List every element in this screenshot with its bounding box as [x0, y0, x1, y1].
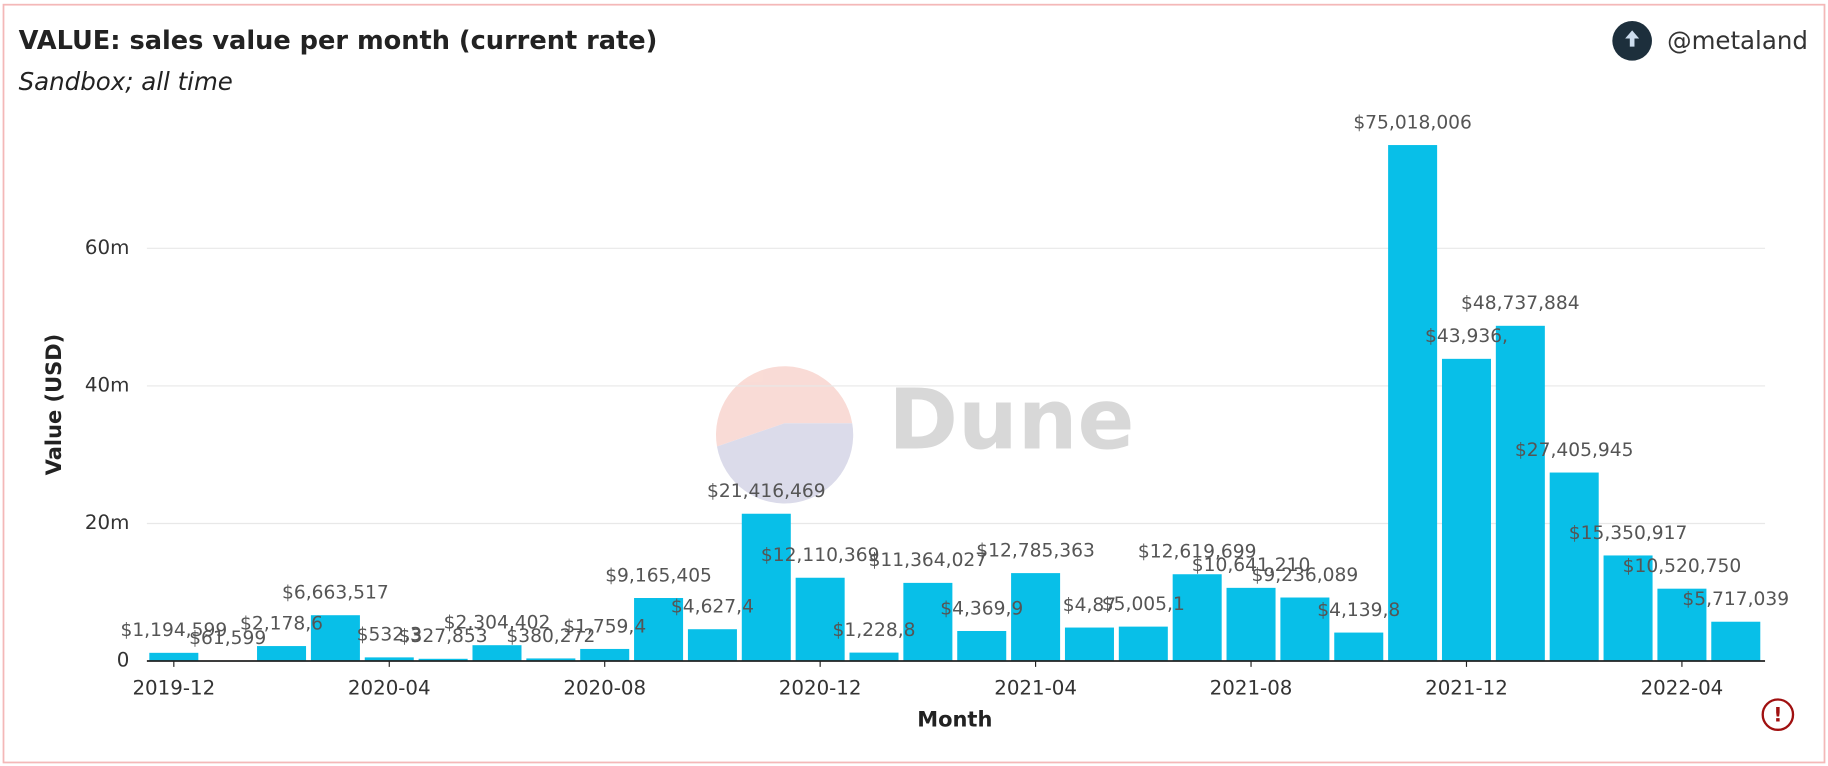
x-tick-label: 2021-04	[994, 677, 1077, 700]
bar	[1549, 472, 1599, 662]
bar	[795, 577, 845, 662]
alert-mark: !	[1773, 703, 1782, 726]
watermark-text: Dune	[888, 370, 1134, 468]
bar	[634, 598, 684, 662]
value-label: $21,416,469	[707, 481, 826, 502]
value-label: $61,599	[189, 628, 266, 649]
bar	[1334, 632, 1384, 662]
x-tick-label: 2021-12	[1425, 677, 1508, 700]
value-label: $75,018,006	[1353, 112, 1472, 133]
value-label: $1,194,599	[120, 620, 227, 641]
bar	[1280, 597, 1330, 662]
bar	[1388, 145, 1438, 662]
watermark: Dune	[715, 366, 1134, 504]
bar	[1441, 358, 1491, 662]
value-label: $327,853	[399, 626, 488, 647]
bar	[1711, 621, 1761, 662]
bar	[687, 629, 737, 662]
x-axis-title: Month	[917, 708, 992, 732]
value-label: $12,785,363	[976, 540, 1095, 561]
value-label: $1,228,8	[833, 620, 916, 641]
chart-subtitle: Sandbox; all time	[19, 67, 233, 96]
value-label: $9,236,089	[1252, 565, 1359, 586]
value-label: $1,759,4	[563, 616, 646, 637]
value-label: $4,87	[1063, 595, 1116, 616]
bar	[849, 652, 899, 662]
value-label: $48,737,884	[1461, 293, 1580, 314]
bar	[1172, 574, 1222, 662]
bar	[580, 648, 630, 662]
watermark-logo-bottom	[716, 423, 854, 504]
value-label: $11,364,027	[869, 550, 988, 571]
value-label: $380,272	[506, 626, 595, 647]
value-label: $5,005,1	[1102, 594, 1185, 615]
x-tick-label: 2020-04	[348, 677, 431, 700]
value-label: $10,520,750	[1623, 556, 1742, 577]
y-tick-label: 40m	[85, 373, 129, 396]
value-label: $4,139,8	[1317, 600, 1400, 621]
bar	[310, 615, 360, 662]
bar	[1495, 325, 1545, 662]
value-label: $6,663,517	[282, 583, 389, 604]
value-label: $27,405,945	[1515, 440, 1634, 461]
bar	[1657, 588, 1707, 662]
value-label: $12,110,369	[761, 545, 880, 566]
bar	[1118, 626, 1168, 662]
chart-title: VALUE: sales value per month (current ra…	[19, 26, 658, 56]
bar	[257, 646, 307, 662]
value-label: $10,641,210	[1192, 555, 1311, 576]
y-tick-label: 60m	[85, 236, 129, 259]
value-label: $2,304,402	[444, 613, 551, 634]
x-tick-label: 2021-08	[1210, 677, 1293, 700]
bar	[1011, 573, 1061, 662]
value-label: $532,3	[357, 625, 422, 646]
x-tick-label: 2020-08	[563, 677, 646, 700]
y-tick-label: 0	[117, 649, 130, 672]
x-tick-label: 2020-12	[779, 677, 862, 700]
bar	[1226, 587, 1276, 662]
bar	[526, 658, 576, 662]
value-label: $4,369,9	[940, 598, 1023, 619]
bar	[472, 645, 522, 662]
bar	[741, 513, 791, 662]
value-label: $12,619,699	[1138, 542, 1257, 563]
bar	[903, 582, 953, 662]
bar	[957, 630, 1007, 662]
value-label: $15,350,917	[1569, 523, 1688, 544]
bar	[149, 652, 199, 662]
y-tick-label: 20m	[85, 511, 129, 534]
x-tick-label: 2019-12	[132, 677, 215, 700]
value-label: $9,165,405	[605, 565, 712, 586]
account-name[interactable]: @metaland	[1667, 26, 1808, 55]
value-label: $4,627,4	[671, 597, 754, 618]
y-axis-title: Value (USD)	[42, 334, 66, 476]
alert-icon[interactable]	[1761, 698, 1795, 731]
bar	[418, 658, 468, 662]
bar	[1603, 555, 1653, 662]
value-label: $43,936,	[1425, 326, 1508, 347]
x-tick-label: 2022-04	[1641, 677, 1724, 700]
bar	[1064, 627, 1114, 662]
bar	[364, 657, 414, 662]
value-label: $2,178,6	[240, 613, 323, 634]
avatar-icon	[1625, 30, 1640, 47]
value-label: $5,717,039	[1682, 589, 1789, 610]
